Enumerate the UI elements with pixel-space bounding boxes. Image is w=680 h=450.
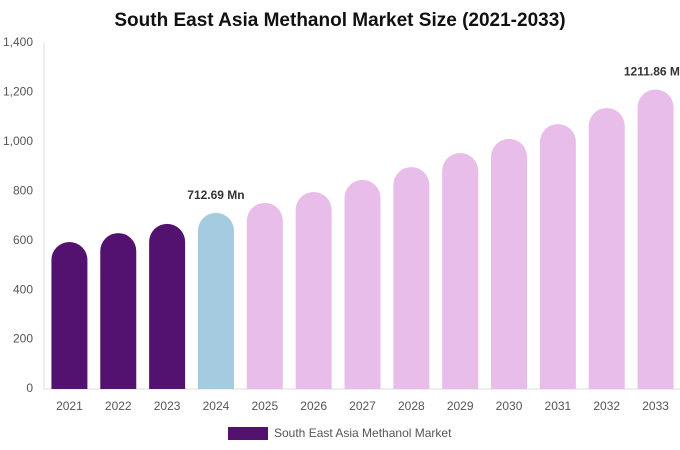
x-tick-label: 2031 [545,399,572,413]
x-tick-label: 2029 [447,399,474,413]
bar [344,179,381,389]
value-label: 1211.86 Mn [624,65,680,79]
bar [588,107,625,390]
y-tick-label: 600 [13,233,33,247]
bar [246,202,283,389]
x-tick-label: 2030 [496,399,523,413]
bar [100,233,137,389]
bar [295,192,332,389]
bar [197,212,234,389]
x-tick-label: 2033 [642,399,669,413]
legend-swatch [228,427,268,440]
y-tick-label: 1,400 [3,35,33,49]
bar [539,124,576,389]
y-tick-label: 200 [13,332,33,346]
bar [637,89,674,389]
value-label: 712.69 Mn [187,188,244,202]
x-tick-label: 2023 [154,399,181,413]
bar [393,167,430,389]
y-tick-label: 1,000 [3,134,33,148]
chart-title: South East Asia Methanol Market Size (20… [114,10,565,31]
y-tick-label: 1,200 [3,85,33,99]
legend-label: South East Asia Methanol Market [274,426,452,440]
x-tick-label: 2021 [56,399,83,413]
y-tick-label: 800 [13,183,33,197]
bar [149,223,186,389]
x-tick-label: 2022 [105,399,132,413]
y-tick-label: 0 [26,381,33,395]
x-tick-label: 2032 [593,399,620,413]
x-tick-label: 2025 [251,399,278,413]
bar [51,241,88,389]
x-tick-label: 2026 [300,399,327,413]
bar [442,152,479,389]
x-tick-label: 2027 [349,399,376,413]
x-tick-label: 2024 [203,399,230,413]
bar [491,138,528,389]
y-tick-label: 400 [13,282,33,296]
x-tick-label: 2028 [398,399,425,413]
